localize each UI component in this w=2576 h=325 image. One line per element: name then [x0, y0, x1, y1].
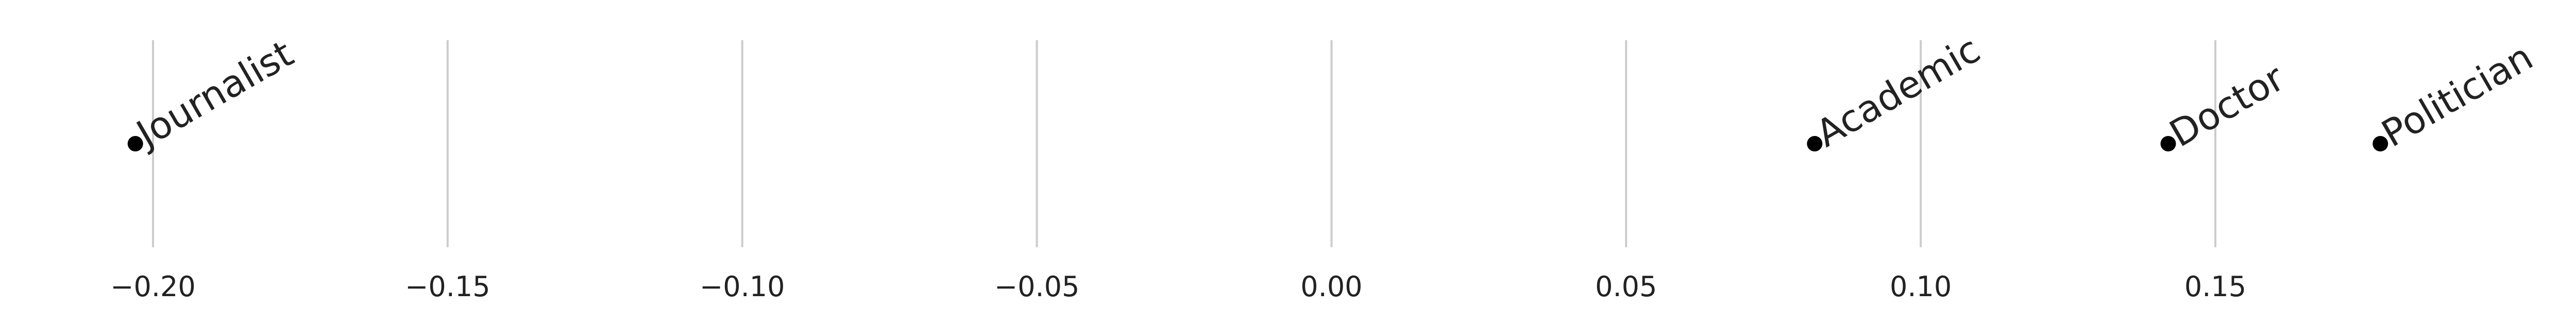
x-tick-label: −0.15 [405, 270, 490, 303]
data-point [127, 136, 143, 151]
x-tick-label: 0.10 [1890, 270, 1952, 303]
data-point [2160, 136, 2176, 151]
x-tick-label: 0.05 [1595, 270, 1657, 303]
data-point [1807, 136, 1823, 151]
data-point-group: Politician [2372, 35, 2540, 156]
data-point-label: Academic [1809, 27, 1987, 155]
x-tick-label: −0.20 [110, 270, 195, 303]
data-point-label: Doctor [2162, 56, 2292, 155]
x-tick-label: 0.15 [2184, 270, 2246, 303]
x-tick-label: 0.00 [1300, 270, 1362, 303]
data-point-label: Politician [2375, 35, 2540, 156]
x-tick-label: −0.10 [700, 270, 785, 303]
data-point-group: Doctor [2160, 56, 2292, 156]
data-point [2372, 136, 2388, 151]
grid-lines [152, 40, 2216, 247]
data-point-group: Academic [1807, 27, 1987, 156]
x-axis-tick-labels: −0.20 −0.15 −0.10 −0.05 0.00 0.05 0.10 0.15 [110, 270, 2246, 303]
data-points: Journalist Academic Doctor Politician [127, 27, 2540, 157]
x-tick-label: −0.05 [994, 270, 1079, 303]
